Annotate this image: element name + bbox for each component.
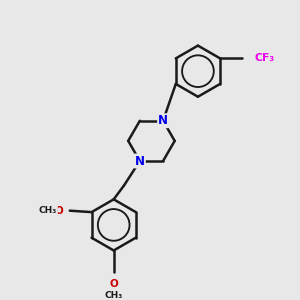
Text: N: N [135, 154, 145, 167]
Text: CF₃: CF₃ [254, 53, 274, 63]
Text: N: N [158, 114, 168, 127]
Text: O: O [109, 279, 118, 289]
Text: O: O [55, 206, 63, 216]
Text: CH₃: CH₃ [39, 206, 57, 215]
Text: CH₃: CH₃ [105, 291, 123, 300]
